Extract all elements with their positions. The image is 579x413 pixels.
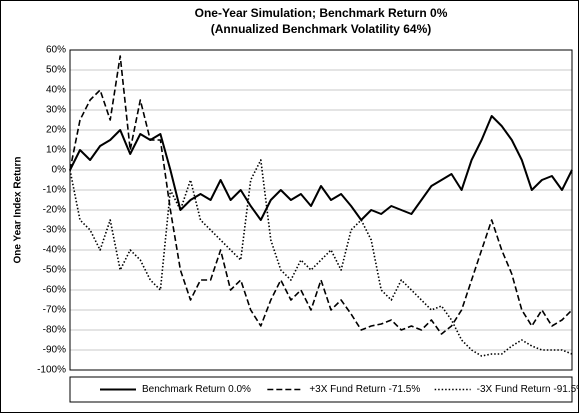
chart-subtitle: (Annualized Benchmark Volatility 64%) (211, 22, 432, 36)
y-axis-label: One Year Index Return (13, 156, 24, 263)
y-tick-label: -90% (43, 345, 66, 356)
y-tick-label: -10% (43, 185, 66, 196)
y-tick-label: 30% (46, 105, 66, 116)
legend-label: -3X Fund Return -91.5% (477, 384, 579, 395)
legend-label: Benchmark Return 0.0% (142, 384, 251, 395)
y-tick-label: 40% (46, 85, 66, 96)
y-tick-label: 20% (46, 125, 66, 136)
chart-title: One-Year Simulation; Benchmark Return 0% (195, 6, 448, 20)
y-tick-label: 10% (46, 145, 66, 156)
y-tick-label: -20% (43, 205, 66, 216)
series-line (69, 115, 573, 221)
series-line (69, 55, 573, 335)
y-tick-label: -80% (43, 325, 66, 336)
plot-area (69, 49, 573, 371)
series-line (69, 159, 573, 357)
y-tick-label: 60% (46, 45, 66, 56)
y-tick-label: 50% (46, 65, 66, 76)
legend-label: +3X Fund Return -71.5% (309, 384, 420, 395)
y-tick-label: -70% (43, 305, 66, 316)
y-tick-label: -30% (43, 225, 66, 236)
y-tick-label: -60% (43, 285, 66, 296)
legend-box (69, 376, 573, 403)
y-tick-label: -40% (43, 245, 66, 256)
y-tick-label: -50% (43, 265, 66, 276)
y-tick-label: 0% (52, 165, 67, 176)
y-tick-label: -100% (37, 365, 66, 376)
